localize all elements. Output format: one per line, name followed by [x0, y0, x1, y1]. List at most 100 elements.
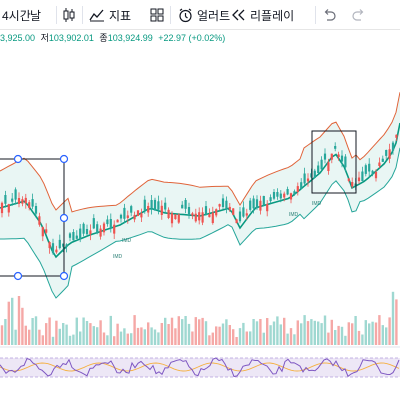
volume-bar — [143, 329, 146, 345]
open-value: 3,925.00 — [0, 33, 36, 43]
volume-bar — [218, 326, 221, 345]
volume-bar — [313, 320, 316, 345]
volume-bar — [198, 319, 201, 345]
volume-bar — [177, 316, 180, 345]
candle-body — [0, 202, 4, 214]
candlestick-series — [0, 134, 398, 255]
candles-icon — [62, 7, 76, 23]
volume-bar — [153, 329, 157, 345]
volume-bar — [269, 325, 272, 345]
volume-bar — [65, 324, 68, 345]
undo-button[interactable] — [322, 0, 336, 30]
candle-body — [208, 214, 211, 218]
candle-body — [252, 198, 255, 209]
volume-bar — [238, 328, 242, 345]
volume-bar — [167, 324, 170, 345]
selection-box-right[interactable] — [311, 130, 357, 194]
volume-bar — [68, 335, 72, 345]
candle-body — [153, 199, 157, 211]
volume-bar — [327, 332, 330, 345]
candle-body — [259, 200, 262, 211]
candle-body — [313, 170, 316, 178]
volume-bar — [174, 328, 177, 345]
selection-box-left[interactable] — [0, 154, 69, 281]
timeframe-button[interactable]: 날 — [30, 0, 41, 30]
interval-button[interactable]: 4시간 — [2, 0, 31, 30]
alert-label: 얼러트 — [197, 8, 231, 23]
candle-body — [55, 249, 58, 253]
volume-bar — [201, 317, 204, 345]
candle-body — [215, 209, 218, 216]
candle-body — [235, 219, 238, 224]
volume-pane — [0, 291, 398, 345]
band-label-a: IMD — [113, 254, 123, 260]
candle-body — [24, 197, 27, 204]
candle-body — [41, 227, 44, 237]
volume-bar — [272, 321, 276, 345]
candle-body — [123, 207, 126, 219]
alert-icon — [178, 8, 193, 23]
volume-bar — [187, 323, 191, 345]
candle-body — [293, 191, 296, 195]
volume-bar — [221, 323, 225, 345]
candle-body — [116, 219, 119, 223]
volume-bar — [296, 320, 299, 345]
volume-bar — [41, 335, 44, 345]
volume-bar — [245, 331, 248, 345]
candle-body — [160, 205, 163, 215]
candle-body — [89, 230, 92, 235]
volume-bar — [293, 334, 296, 345]
candle-body — [102, 223, 106, 233]
undo-icon — [322, 9, 336, 21]
close-value: 103,924.99 — [107, 33, 153, 43]
candle-body — [34, 206, 38, 214]
volume-bar — [75, 317, 78, 345]
candle-body — [249, 200, 252, 210]
candle-body — [72, 232, 75, 241]
volume-bar — [119, 331, 123, 345]
toolbar: 4시간 날 지표 — [0, 0, 400, 30]
volume-bar — [7, 301, 10, 345]
candle-body — [357, 177, 361, 182]
candle-body — [371, 170, 374, 175]
candle-body — [262, 196, 265, 206]
candle-body — [337, 154, 340, 158]
replay-button[interactable]: 리플레이 — [232, 0, 294, 30]
volume-bar — [340, 326, 344, 345]
candle-body — [109, 219, 112, 229]
volume-bar — [283, 317, 286, 345]
chart-type-button[interactable] — [62, 0, 76, 30]
candle-body — [347, 178, 350, 181]
indicators-button[interactable]: 지표 — [89, 0, 131, 30]
low-label: 저 — [40, 33, 49, 43]
candle-body — [198, 212, 201, 221]
volume-bar — [252, 319, 255, 345]
candle-body — [368, 163, 371, 172]
candle-body — [92, 218, 95, 229]
redo-button[interactable] — [352, 0, 366, 30]
candle-body — [113, 224, 116, 234]
alert-button[interactable]: 얼러트 — [178, 0, 230, 30]
volume-bar — [72, 334, 75, 345]
volume-bar — [259, 319, 262, 345]
volume-bar — [323, 315, 327, 345]
volume-bar — [225, 319, 228, 345]
candle-body — [130, 206, 133, 213]
candle-body — [31, 199, 34, 207]
candle-body — [232, 208, 235, 215]
band-label-d: IMD — [312, 201, 322, 207]
candle-body — [276, 192, 279, 197]
volume-bar — [361, 334, 364, 345]
volume-bar — [58, 328, 61, 345]
candle-body — [204, 206, 208, 215]
candle-body — [317, 165, 320, 173]
candle-body — [221, 198, 225, 207]
candle-body — [85, 229, 89, 235]
candle-body — [143, 199, 146, 211]
templates-button[interactable] — [150, 0, 164, 30]
candle-body — [170, 213, 174, 224]
volume-bar — [215, 326, 218, 345]
volume-bar — [109, 315, 112, 345]
templates-icon — [150, 8, 164, 22]
